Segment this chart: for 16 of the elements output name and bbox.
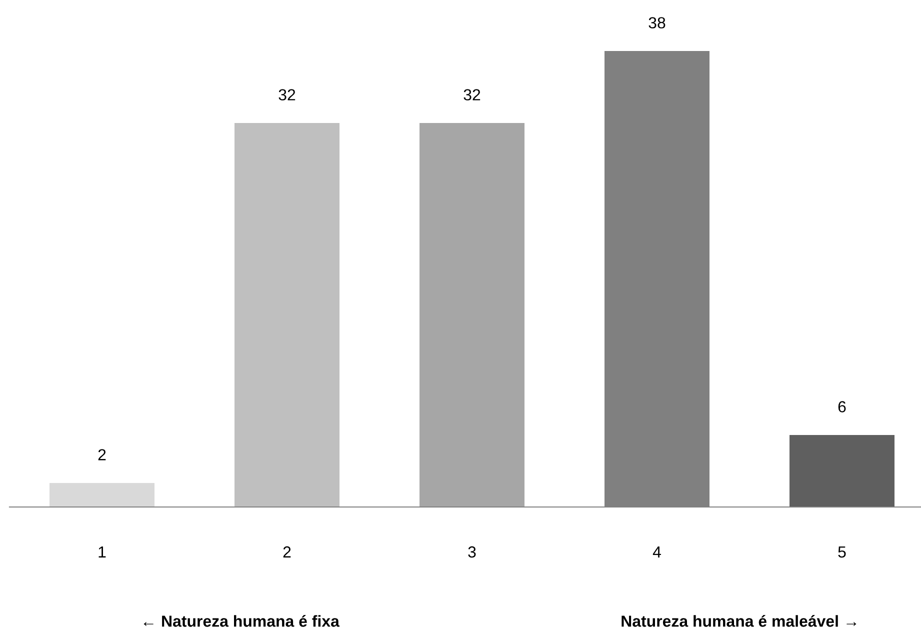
bar — [790, 435, 894, 507]
data-label: 6 — [838, 401, 846, 412]
data-label: 2 — [98, 449, 106, 460]
x-tick-label: 4 — [652, 546, 661, 558]
data-label: 32 — [278, 89, 296, 100]
bar — [420, 123, 524, 507]
bar — [50, 483, 154, 507]
x-tick-label: 5 — [838, 546, 846, 558]
data-label: 38 — [648, 17, 666, 28]
bar — [234, 123, 340, 507]
x-tick-label: 1 — [98, 546, 106, 558]
data-label: 32 — [464, 89, 480, 100]
x-tick-label: 3 — [468, 546, 476, 558]
text: ← Natureza humana é fixa — [144, 614, 340, 627]
x-tick-label: 2 — [283, 546, 291, 558]
text: Natureza humana é maleável → — [622, 614, 856, 627]
